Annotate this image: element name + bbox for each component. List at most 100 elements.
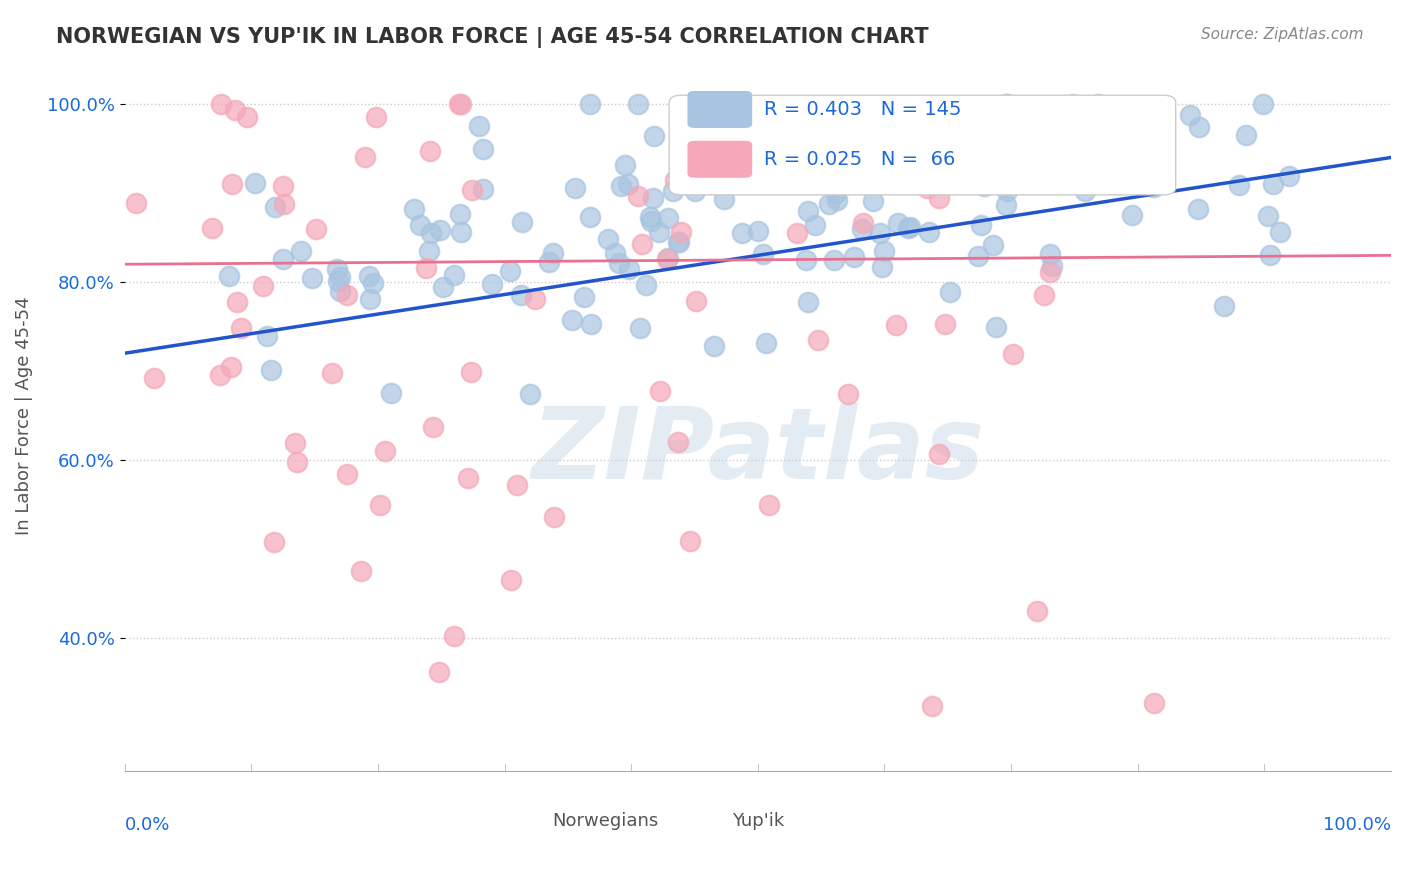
Point	[418, 244, 440, 259]
Point	[980, 140, 1002, 154]
Point	[125, 195, 148, 210]
Point	[357, 268, 380, 283]
Point	[374, 444, 396, 458]
Point	[422, 419, 444, 434]
Point	[752, 247, 775, 261]
Point	[876, 174, 898, 188]
Point	[869, 226, 891, 240]
Point	[648, 225, 671, 239]
Point	[499, 264, 522, 278]
Point	[263, 200, 285, 214]
Point	[870, 260, 893, 274]
Point	[614, 159, 637, 173]
Point	[818, 197, 841, 211]
Text: 100.0%: 100.0%	[1323, 816, 1391, 834]
Point	[578, 210, 600, 224]
Point	[363, 276, 385, 290]
Point	[948, 175, 970, 189]
FancyBboxPatch shape	[688, 142, 751, 177]
Point	[1029, 158, 1052, 172]
Point	[328, 274, 350, 288]
Point	[209, 368, 232, 382]
Point	[1251, 97, 1274, 112]
Point	[873, 112, 896, 126]
Point	[572, 290, 595, 304]
Point	[1143, 696, 1166, 710]
Point	[142, 371, 165, 385]
Point	[921, 699, 943, 714]
Point	[830, 169, 852, 183]
Point	[321, 366, 343, 380]
Point	[766, 147, 789, 161]
Point	[897, 220, 920, 235]
Point	[224, 103, 246, 117]
Point	[543, 510, 565, 524]
Point	[887, 149, 910, 163]
Point	[634, 278, 657, 293]
Point	[1261, 177, 1284, 191]
Point	[579, 317, 602, 331]
Point	[851, 216, 873, 230]
FancyBboxPatch shape	[686, 809, 723, 833]
Point	[807, 333, 830, 347]
Point	[449, 207, 471, 221]
Point	[1227, 178, 1250, 192]
Point	[305, 221, 328, 235]
Point	[219, 360, 242, 375]
Text: 0.0%: 0.0%	[125, 816, 170, 834]
Point	[631, 236, 654, 251]
Point	[1268, 225, 1291, 239]
Point	[1025, 171, 1047, 186]
FancyBboxPatch shape	[527, 809, 564, 833]
Point	[1062, 97, 1084, 112]
Point	[1187, 202, 1209, 216]
Point	[1213, 299, 1236, 313]
Point	[260, 363, 283, 377]
Point	[336, 288, 359, 302]
Point	[928, 192, 950, 206]
Point	[994, 198, 1017, 212]
Point	[605, 245, 627, 260]
Point	[934, 318, 956, 332]
FancyBboxPatch shape	[688, 92, 751, 128]
Point	[860, 144, 883, 158]
Point	[797, 203, 820, 218]
Point	[702, 339, 724, 353]
Y-axis label: In Labor Force | Age 45-54: In Labor Force | Age 45-54	[15, 296, 32, 535]
Point	[329, 284, 352, 298]
Point	[256, 329, 278, 343]
Point	[301, 271, 323, 285]
Point	[747, 223, 769, 237]
Point	[243, 176, 266, 190]
Point	[918, 225, 941, 239]
Point	[995, 184, 1018, 198]
Point	[225, 295, 247, 310]
Point	[221, 177, 243, 191]
Point	[429, 665, 451, 680]
Point	[510, 288, 533, 302]
Point	[1026, 603, 1049, 617]
Point	[506, 478, 529, 492]
Point	[471, 181, 494, 195]
Point	[1039, 247, 1062, 261]
Point	[616, 178, 638, 192]
Text: R = 0.403   N = 145: R = 0.403 N = 145	[763, 100, 962, 119]
Point	[794, 252, 817, 267]
Point	[994, 97, 1017, 112]
Point	[628, 321, 651, 335]
Point	[657, 211, 679, 226]
Point	[596, 232, 619, 246]
Point	[1114, 145, 1136, 160]
Text: NORWEGIAN VS YUP'IK IN LABOR FORCE | AGE 45-54 CORRELATION CHART: NORWEGIAN VS YUP'IK IN LABOR FORCE | AGE…	[56, 27, 929, 48]
Point	[501, 573, 523, 587]
Point	[657, 252, 679, 267]
Point	[981, 238, 1004, 252]
Point	[995, 97, 1018, 112]
Point	[461, 183, 484, 197]
Point	[359, 293, 381, 307]
Point	[471, 142, 494, 156]
Point	[825, 186, 848, 200]
Point	[1258, 248, 1281, 262]
Point	[815, 152, 838, 166]
Point	[893, 122, 915, 136]
